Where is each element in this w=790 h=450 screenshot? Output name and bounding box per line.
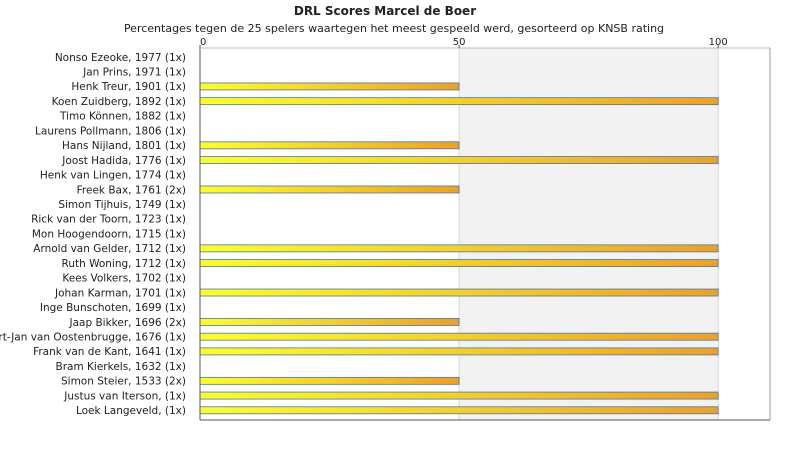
category-label: Bart-Jan van Oostenbrugge, 1676 (1x) [0, 331, 186, 343]
category-label: Ruth Woning, 1712 (1x) [62, 258, 187, 270]
bar [199, 347, 719, 356]
category-label: Laurens Pollmann, 1806 (1x) [35, 125, 186, 137]
chart-subtitle: Percentages tegen de 25 spelers waartege… [123, 22, 665, 35]
bar [199, 156, 719, 164]
bar [199, 141, 460, 150]
category-label: Hans Nijland, 1801 (1x) [62, 140, 186, 152]
bar [199, 185, 460, 194]
bar [199, 82, 460, 91]
plot-band [459, 48, 719, 420]
category-label: Frank van de Kant, 1641 (1x) [33, 346, 186, 358]
bar [199, 376, 460, 385]
category-label: Simon Steier, 1533 (2x) [61, 376, 186, 388]
bar [199, 288, 719, 297]
category-label: Timo Können, 1882 (1x) [59, 111, 186, 123]
category-label: Mon Hoogendoorn, 1715 (1x) [32, 228, 186, 240]
bar [199, 391, 719, 400]
category-label: Henk van Lingen, 1774 (1x) [40, 170, 186, 182]
category-label: Johan Karman, 1701 (1x) [54, 287, 186, 299]
x-tick-label: 0 [200, 37, 206, 48]
category-label: Justus van Iterson, (1x) [63, 390, 186, 402]
bar [199, 97, 719, 106]
chart-title: DRL Scores Marcel de Boer [293, 4, 477, 18]
category-label: Arnold van Gelder, 1712 (1x) [33, 243, 186, 255]
category-label: Kees Volkers, 1702 (1x) [62, 273, 186, 285]
bar [199, 259, 719, 267]
bar [199, 244, 719, 253]
category-label: Freek Bax, 1761 (2x) [77, 184, 186, 196]
bar [199, 332, 719, 341]
x-tick-label: 50 [453, 37, 466, 48]
category-label: Nonso Ezeoke, 1977 (1x) [55, 52, 186, 64]
category-label: Jaap Bikker, 1696 (2x) [69, 317, 186, 329]
x-tick-label: 100 [709, 37, 728, 48]
bar [199, 406, 719, 415]
category-label: Joost Hadida, 1776 (1x) [61, 155, 186, 167]
bar [199, 318, 460, 326]
category-label: Henk Treur, 1901 (1x) [71, 81, 186, 93]
category-label: Jan Prins, 1971 (1x) [82, 67, 186, 79]
category-label: Simon Tijhuis, 1749 (1x) [58, 199, 186, 211]
category-label: Inge Bunschoten, 1699 (1x) [40, 302, 186, 314]
category-label: Rick van der Toorn, 1723 (1x) [31, 214, 186, 226]
category-label: Koen Zuidberg, 1892 (1x) [52, 96, 186, 108]
category-label: Loek Langeveld, (1x) [76, 405, 186, 417]
category-label: Bram Kierkels, 1632 (1x) [56, 361, 186, 373]
